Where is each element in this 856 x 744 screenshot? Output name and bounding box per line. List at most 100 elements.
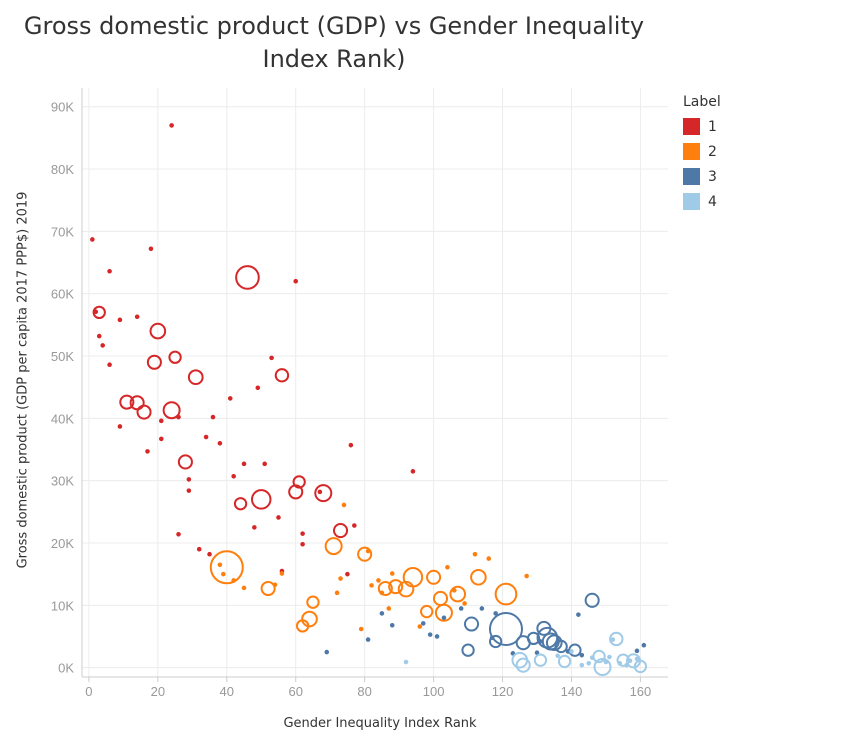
- data-point-series-2: [524, 573, 529, 579]
- data-point-series-3: [479, 606, 485, 611]
- legend-item-4[interactable]: 4: [683, 189, 721, 214]
- data-point-series-3: [579, 652, 585, 658]
- data-point-series-3: [461, 643, 475, 657]
- data-point-series-2: [334, 590, 340, 596]
- data-point-series-1: [196, 546, 202, 552]
- data-point-series-1: [107, 268, 112, 274]
- data-point-series-1: [293, 278, 299, 284]
- y-tick-label: 80K: [51, 162, 74, 177]
- legend-item-1[interactable]: 1: [683, 114, 721, 139]
- data-point-series-1: [251, 489, 272, 510]
- legend-swatch-1: [683, 118, 700, 135]
- data-point-series-2: [272, 582, 278, 588]
- data-point-series-3: [365, 637, 371, 642]
- data-point-series-4: [555, 653, 560, 659]
- legend-label-2: 2: [708, 143, 717, 160]
- data-point-series-1: [176, 531, 181, 537]
- data-point-series-2: [445, 565, 450, 570]
- data-point-series-3: [493, 611, 498, 616]
- y-tick-label: 40K: [51, 411, 74, 426]
- data-point-series-3: [634, 648, 640, 654]
- data-point-series-2: [306, 595, 320, 609]
- data-point-series-2: [217, 562, 223, 568]
- data-point-series-3: [554, 639, 568, 654]
- data-point-series-4: [586, 660, 592, 666]
- x-tick-label: 100: [423, 684, 445, 699]
- data-point-series-1: [169, 123, 174, 128]
- data-point-series-4: [403, 659, 409, 665]
- legend-swatch-3: [683, 168, 700, 185]
- data-point-series-1: [134, 314, 140, 320]
- data-point-series-3: [324, 649, 330, 655]
- x-tick-label: 40: [220, 684, 234, 699]
- data-point-series-2: [432, 590, 449, 607]
- data-point-series-1: [252, 525, 257, 530]
- data-point-series-1: [146, 354, 162, 370]
- data-point-series-2: [402, 567, 424, 588]
- data-point-series-4: [610, 637, 616, 642]
- x-tick-label: 60: [288, 684, 302, 699]
- data-point-series-1: [149, 322, 167, 340]
- data-point-series-1: [276, 515, 281, 520]
- y-tick-label: 60K: [51, 287, 74, 302]
- data-point-series-4: [607, 654, 612, 660]
- data-point-series-1: [269, 355, 274, 361]
- data-point-series-2: [376, 578, 381, 583]
- data-point-series-4: [557, 654, 572, 669]
- x-tick-label: 80: [357, 684, 371, 699]
- data-point-series-4: [627, 658, 633, 664]
- data-point-series-3: [441, 615, 447, 621]
- data-point-series-1: [100, 343, 105, 348]
- data-point-series-2: [338, 576, 343, 581]
- chart-title: Gross domestic product (GDP) vs Gender I…: [0, 10, 668, 76]
- data-point-series-2: [324, 537, 343, 556]
- data-point-series-4: [633, 659, 648, 674]
- legend-title: Label: [683, 94, 721, 110]
- data-point-series-3: [458, 606, 464, 611]
- data-point-series-3: [584, 592, 600, 608]
- data-point-series-3: [510, 651, 516, 656]
- x-tick-label: 120: [492, 684, 514, 699]
- data-point-series-2: [279, 571, 285, 576]
- data-point-series-2: [221, 571, 226, 577]
- data-point-series-1: [348, 442, 354, 448]
- legend-item-2[interactable]: 2: [683, 139, 721, 164]
- data-point-series-2: [231, 578, 236, 583]
- data-point-series-1: [186, 477, 192, 482]
- y-tick-label: 70K: [51, 224, 74, 239]
- data-point-series-2: [420, 604, 434, 619]
- data-point-series-2: [389, 571, 395, 576]
- data-point-series-3: [463, 616, 480, 632]
- x-tick-label: 140: [561, 684, 583, 699]
- chart-title-line1: Gross domestic product (GDP) vs Gender I…: [23, 12, 645, 40]
- data-point-series-2: [241, 585, 247, 591]
- data-point-series-2: [397, 580, 415, 598]
- data-point-series-3: [420, 621, 426, 626]
- data-point-series-3: [526, 631, 541, 646]
- data-point-series-2: [365, 548, 371, 554]
- y-tick-label: 10K: [51, 598, 74, 613]
- legend-item-3[interactable]: 3: [683, 164, 721, 189]
- y-tick-label: 0K: [58, 661, 74, 676]
- data-point-series-1: [117, 317, 123, 323]
- data-point-series-1: [176, 414, 181, 420]
- data-point-series-1: [274, 368, 290, 383]
- data-point-series-2: [426, 569, 442, 585]
- data-point-series-1: [162, 401, 181, 420]
- data-point-series-3: [434, 634, 440, 639]
- y-tick-label: 20K: [51, 536, 74, 551]
- data-point-series-1: [158, 436, 164, 442]
- data-point-series-1: [292, 475, 306, 489]
- data-point-series-1: [210, 414, 216, 420]
- data-point-series-2: [209, 550, 244, 585]
- data-point-series-1: [136, 404, 152, 420]
- data-point-series-1: [117, 424, 123, 429]
- x-tick-label: 20: [151, 684, 165, 699]
- data-point-series-1: [332, 522, 349, 539]
- data-point-series-2: [388, 579, 404, 595]
- data-point-series-2: [417, 624, 423, 629]
- data-point-series-3: [488, 612, 523, 647]
- data-point-series-1: [235, 265, 260, 290]
- data-point-series-4: [533, 653, 548, 667]
